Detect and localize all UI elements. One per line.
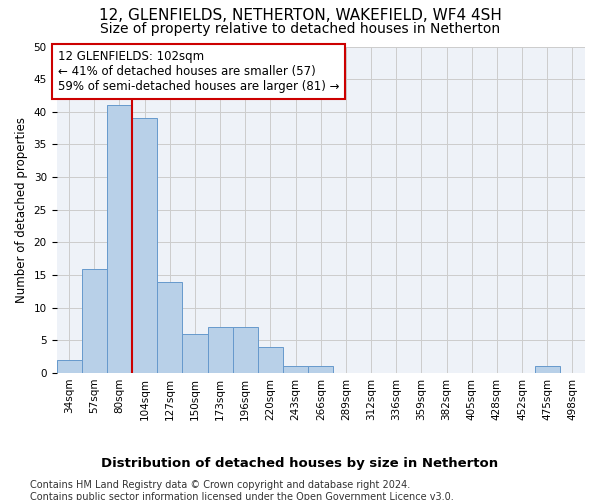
Bar	[208, 328, 233, 373]
Y-axis label: Number of detached properties: Number of detached properties	[15, 117, 28, 303]
Text: Contains HM Land Registry data © Crown copyright and database right 2024.
Contai: Contains HM Land Registry data © Crown c…	[30, 480, 454, 500]
Bar	[132, 118, 157, 373]
Bar	[157, 282, 182, 373]
Text: 12, GLENFIELDS, NETHERTON, WAKEFIELD, WF4 4SH: 12, GLENFIELDS, NETHERTON, WAKEFIELD, WF…	[98, 8, 502, 22]
Bar	[107, 106, 132, 373]
Bar	[182, 334, 208, 373]
Bar	[308, 366, 334, 373]
Bar	[283, 366, 308, 373]
Bar	[258, 347, 283, 373]
Bar	[233, 328, 258, 373]
Bar	[535, 366, 560, 373]
Bar	[82, 268, 107, 373]
Bar	[56, 360, 82, 373]
Text: Size of property relative to detached houses in Netherton: Size of property relative to detached ho…	[100, 22, 500, 36]
Text: 12 GLENFIELDS: 102sqm
← 41% of detached houses are smaller (57)
59% of semi-deta: 12 GLENFIELDS: 102sqm ← 41% of detached …	[58, 50, 339, 93]
Text: Distribution of detached houses by size in Netherton: Distribution of detached houses by size …	[101, 458, 499, 470]
